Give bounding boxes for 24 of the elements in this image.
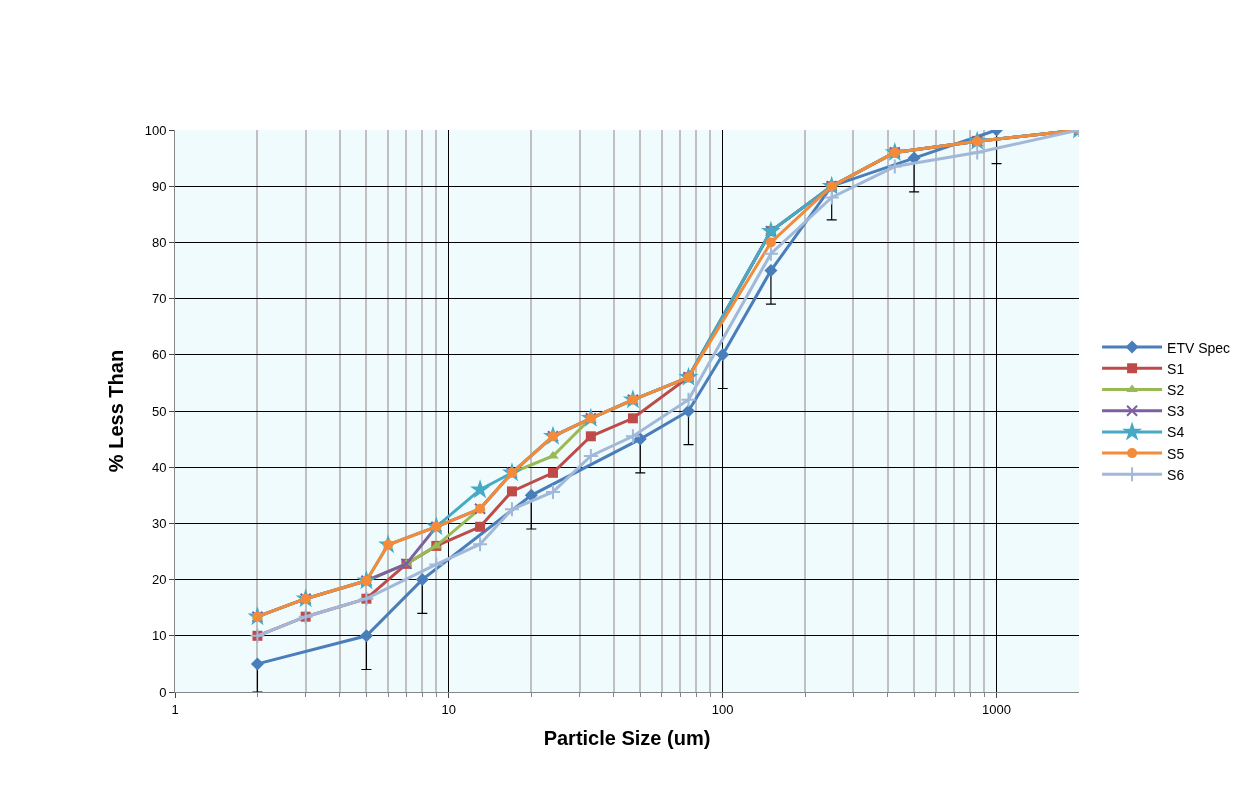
y-tick-label: 30 xyxy=(151,515,167,531)
legend-label: S1 xyxy=(1167,360,1185,377)
y-tick-label: 90 xyxy=(151,178,167,194)
x-tick-label: 100 xyxy=(711,701,734,717)
y-tick-label: 100 xyxy=(144,122,167,138)
y-tick-label: 60 xyxy=(151,347,167,363)
legend-label: S5 xyxy=(1167,445,1185,462)
legend-label: S4 xyxy=(1167,424,1185,441)
y-tick-label: 70 xyxy=(151,291,167,307)
legend-label: ETV Spec xyxy=(1167,339,1231,356)
y-axis-title: % Less Than xyxy=(105,349,128,473)
x-axis-title: Particle Size (um) xyxy=(543,727,711,750)
y-tick-label: 50 xyxy=(151,403,167,419)
y-tick-label: 20 xyxy=(151,572,167,588)
x-tick-label: 10 xyxy=(441,701,457,717)
y-tick-label: 10 xyxy=(151,628,167,644)
y-tick-label: 40 xyxy=(151,459,167,475)
y-tick-label: 80 xyxy=(151,234,167,250)
y-tick-label: 0 xyxy=(159,684,167,700)
legend-label: S6 xyxy=(1167,466,1185,483)
x-tick-label: 1000 xyxy=(982,701,1012,717)
legend-label: S3 xyxy=(1167,403,1185,420)
legend-label: S2 xyxy=(1167,381,1185,398)
x-tick-label: 1 xyxy=(171,701,179,717)
